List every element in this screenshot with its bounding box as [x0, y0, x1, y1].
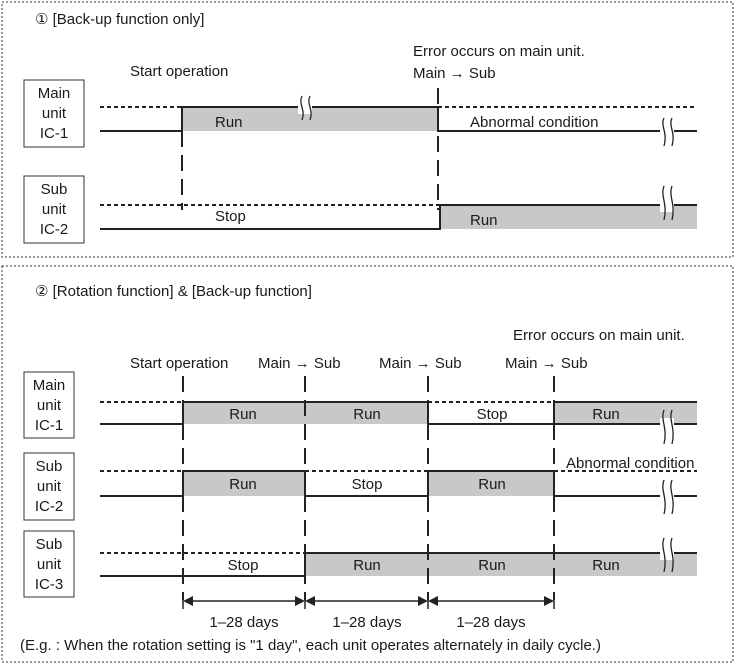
unit-id: IC-2 [35, 498, 63, 515]
section-2-ic2-timeline: Run Stop Run Abnormal condition [100, 455, 697, 514]
footnote: (E.g. : When the rotation setting is "1 … [20, 637, 601, 654]
ic3-state-4: Run [592, 557, 620, 574]
section-1-switch-label: Main → Sub [413, 65, 496, 82]
duration-2: 1–28 days [332, 614, 401, 631]
unit-name: Main [38, 85, 71, 102]
sub-stop-label: Stop [215, 208, 246, 225]
ic2-state-1: Run [229, 476, 257, 493]
ic1-state-1: Run [229, 406, 257, 423]
ic2-state-3: Run [478, 476, 506, 493]
unit-name: Sub [41, 181, 68, 198]
unit-word: unit [37, 556, 62, 573]
unit-name: Main [33, 377, 66, 394]
duration-3: 1–28 days [456, 614, 525, 631]
section-1-unit-sub: Sub unit IC-2 [24, 176, 84, 243]
unit-name: Sub [36, 536, 63, 553]
section-1-sub-timeline: Stop Run [100, 186, 697, 229]
ic2-state-2: Stop [352, 476, 383, 493]
section-2-unit-sub-1: Sub unit IC-2 [24, 453, 74, 520]
ic2-abnormal-label: Abnormal condition [566, 455, 694, 472]
ic1-state-4: Run [592, 406, 620, 423]
section-2-error-label: Error occurs on main unit. [513, 327, 685, 344]
duration-arrows [183, 593, 554, 609]
section-2-switch-1: Main → Sub [258, 355, 341, 372]
section-1-unit-main: Main unit IC-1 [24, 80, 84, 147]
section-1-title: ① [Back-up function only] [35, 11, 204, 28]
unit-id: IC-1 [35, 417, 63, 434]
ic1-state-3: Stop [477, 406, 508, 423]
duration-1: 1–28 days [209, 614, 278, 631]
unit-word: unit [37, 397, 62, 414]
unit-id: IC-2 [40, 221, 68, 238]
section-2-ic1-timeline: Run Run Stop Run [100, 402, 697, 444]
unit-word: unit [37, 478, 62, 495]
section-2-unit-sub-2: Sub unit IC-3 [24, 531, 74, 597]
abnormal-label: Abnormal condition [470, 114, 598, 131]
unit-id: IC-1 [40, 125, 68, 142]
section-2-switch-3: Main → Sub [505, 355, 588, 372]
main-run-label: Run [215, 114, 243, 131]
ic1-state-2: Run [353, 406, 381, 423]
ic3-state-3: Run [478, 557, 506, 574]
section-2-start-label: Start operation [130, 355, 228, 372]
unit-word: unit [42, 201, 67, 218]
section-2-switch-2: Main → Sub [379, 355, 462, 372]
unit-id: IC-3 [35, 576, 63, 593]
section-1-main-timeline: Run Abnormal condition [100, 96, 697, 146]
section-2-title: ② [Rotation function] & [Back-up functio… [35, 283, 312, 300]
section-1-error-label: Error occurs on main unit. [413, 43, 585, 60]
section-2-ic3-timeline: Stop Run Run Run [100, 538, 697, 576]
sub-run-label: Run [470, 212, 498, 229]
ic3-state-1: Stop [228, 557, 259, 574]
section-1-start-label: Start operation [130, 63, 228, 80]
unit-word: unit [42, 105, 67, 122]
unit-name: Sub [36, 458, 63, 475]
ic3-state-2: Run [353, 557, 381, 574]
section-2-unit-main: Main unit IC-1 [24, 372, 74, 438]
